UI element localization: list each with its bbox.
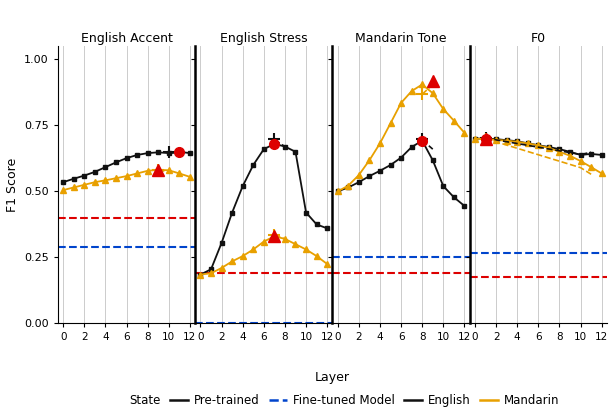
Y-axis label: F1 Score: F1 Score bbox=[5, 158, 19, 212]
Title: Mandarin Tone: Mandarin Tone bbox=[356, 32, 447, 45]
Title: English Accent: English Accent bbox=[81, 32, 173, 45]
Title: F0: F0 bbox=[531, 32, 546, 45]
Title: English Stress: English Stress bbox=[220, 32, 307, 45]
Legend: State, Pre-trained, Fine-tuned Model, English, Mandarin: State, Pre-trained, Fine-tuned Model, En… bbox=[101, 390, 564, 412]
Text: Layer: Layer bbox=[315, 372, 350, 384]
